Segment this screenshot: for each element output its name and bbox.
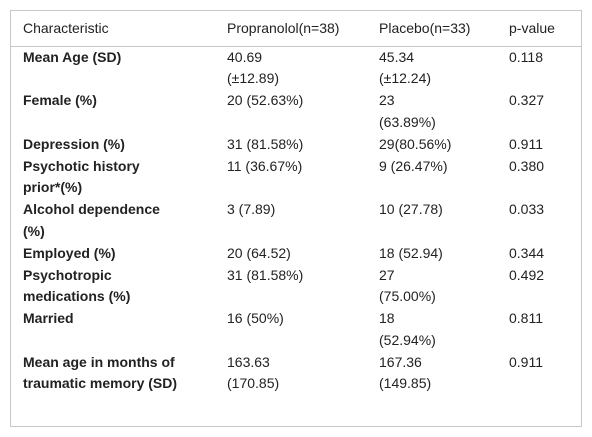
- cell-text: 45.34 (±12.24): [379, 48, 432, 87]
- cell-text: Psychotic history prior*(%): [23, 157, 140, 196]
- cell-text: 20 (64.52): [227, 244, 291, 261]
- table-row: Mean age in months of traumatic memory (…: [11, 352, 581, 396]
- data-cell: 18 (52.94): [367, 243, 497, 265]
- cell-text: 9 (26.47%): [379, 157, 448, 174]
- cell-text: 167.36 (149.85): [379, 353, 432, 392]
- cell-text: 0.911: [509, 353, 543, 370]
- table-row: Employed (%) 20 (64.52) 18 (52.94) 0.344: [11, 243, 581, 265]
- data-cell: 16 (50%): [215, 308, 367, 352]
- cell-text: 16 (50%): [227, 310, 284, 326]
- data-cell: 0.118: [497, 46, 581, 90]
- data-cell: 0.344: [497, 243, 581, 265]
- table-row: Depression (%) 31 (81.58%) 29(80.56%) 0.911: [11, 134, 581, 156]
- cell-text: 18 (52.94%): [379, 310, 436, 348]
- row-label: Mean age in months of traumatic memory (…: [11, 352, 215, 396]
- cell-text: 18 (52.94): [379, 244, 443, 261]
- data-cell: 3 (7.89): [215, 199, 367, 243]
- cell-text: 20 (52.63%): [227, 92, 304, 108]
- cell-text: 3 (7.89): [227, 201, 276, 217]
- table-row: Female (%) 20 (52.63%) 23 (63.89%) 0.327: [11, 90, 581, 134]
- cell-text: Alcohol dependence (%): [23, 201, 160, 239]
- data-cell: 20 (52.63%): [215, 90, 367, 134]
- cell-text: Female (%): [23, 92, 97, 108]
- data-cell: 9 (26.47%): [367, 156, 497, 200]
- cell-text: 31 (81.58%): [227, 135, 304, 152]
- cell-text: 0.492: [509, 266, 545, 283]
- table-frame: Characteristic Propranolol(n=38) Placebo(n…: [10, 10, 582, 427]
- data-cell: 0.911: [497, 134, 581, 156]
- header-cell: Characteristic: [11, 11, 215, 47]
- data-table: Characteristic Propranolol(n=38) Placebo(n…: [11, 11, 581, 395]
- table-row: Alcohol dependence (%) 3 (7.89) 10 (27.78)…: [11, 199, 581, 243]
- cell-text: 0.811: [509, 310, 543, 326]
- row-label: Depression (%): [11, 134, 215, 156]
- cell-text: Psychotropic medications (%): [23, 266, 131, 305]
- header-cell: p-value: [497, 11, 581, 47]
- table-body: Mean Age (SD) 40.69 (±12.89) 45.34 (±12.24…: [11, 46, 581, 395]
- cell-text: 0.033: [509, 201, 545, 217]
- cell-text: Propranolol(n=38): [227, 20, 340, 36]
- cell-text: 11 (36.67%): [227, 157, 303, 174]
- row-label: Alcohol dependence (%): [11, 199, 215, 243]
- row-label: Psychotic history prior*(%): [11, 156, 215, 200]
- data-cell: 20 (64.52): [215, 243, 367, 265]
- header-cell: Propranolol(n=38): [215, 11, 367, 47]
- table-row: Psychotic history prior*(%) 11 (36.67%) 9 …: [11, 156, 581, 200]
- table-row: Married 16 (50%) 18 (52.94%) 0.811: [11, 308, 581, 352]
- cell-text: 40.69 (±12.89): [227, 48, 280, 87]
- cell-text: p-value: [509, 20, 555, 36]
- cell-text: 31 (81.58%): [227, 266, 304, 283]
- header-cell: Placebo(n=33): [367, 11, 497, 47]
- cell-text: Characteristic: [23, 20, 109, 36]
- row-label: Psychotropic medications (%): [11, 265, 215, 309]
- cell-text: 27 (75.00%): [379, 266, 436, 305]
- cell-text: 0.380: [509, 157, 545, 174]
- data-cell: 167.36 (149.85): [367, 352, 497, 396]
- data-cell: 163.63 (170.85): [215, 352, 367, 396]
- cell-text: 0.327: [509, 92, 545, 108]
- cell-text: Married: [23, 310, 74, 326]
- row-label: Married: [11, 308, 215, 352]
- data-cell: 31 (81.58%): [215, 265, 367, 309]
- cell-text: 0.344: [509, 244, 545, 261]
- cell-text: Depression (%): [23, 135, 125, 152]
- row-label: Employed (%): [11, 243, 215, 265]
- data-cell: 0.811: [497, 308, 581, 352]
- data-cell: 0.911: [497, 352, 581, 396]
- data-cell: 11 (36.67%): [215, 156, 367, 200]
- cell-text: Employed (%): [23, 244, 116, 261]
- data-cell: 18 (52.94%): [367, 308, 497, 352]
- cell-text: Placebo(n=33): [379, 20, 471, 36]
- row-label: Female (%): [11, 90, 215, 134]
- row-label: Mean Age (SD): [11, 46, 215, 90]
- header-row: Characteristic Propranolol(n=38) Placebo(n…: [11, 11, 581, 47]
- table-head: Characteristic Propranolol(n=38) Placebo(n…: [11, 11, 581, 47]
- cell-text: Mean age in months of traumatic memory (…: [23, 353, 178, 392]
- data-cell: 45.34 (±12.24): [367, 46, 497, 90]
- data-cell: 0.033: [497, 199, 581, 243]
- data-cell: 40.69 (±12.89): [215, 46, 367, 90]
- table-row: Mean Age (SD) 40.69 (±12.89) 45.34 (±12.24…: [11, 46, 581, 90]
- cell-text: 0.118: [509, 48, 543, 65]
- cell-text: Mean Age (SD): [23, 48, 122, 65]
- cell-text: 0.911: [509, 135, 543, 152]
- data-cell: 29(80.56%): [367, 134, 497, 156]
- cell-text: 163.63 (170.85): [227, 353, 280, 392]
- data-cell: 23 (63.89%): [367, 90, 497, 134]
- cell-text: 23 (63.89%): [379, 92, 436, 130]
- table-row: Psychotropic medications (%) 31 (81.58%) 2…: [11, 265, 581, 309]
- data-cell: 0.380: [497, 156, 581, 200]
- data-cell: 0.492: [497, 265, 581, 309]
- data-cell: 0.327: [497, 90, 581, 134]
- data-cell: 10 (27.78): [367, 199, 497, 243]
- data-cell: 31 (81.58%): [215, 134, 367, 156]
- cell-text: 10 (27.78): [379, 201, 443, 217]
- data-cell: 27 (75.00%): [367, 265, 497, 309]
- cell-text: 29(80.56%): [379, 135, 452, 152]
